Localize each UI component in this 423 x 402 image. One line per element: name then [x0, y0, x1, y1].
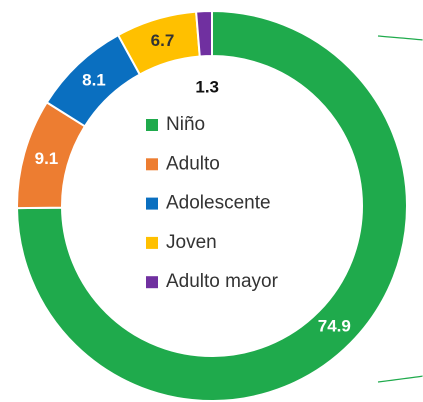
decor-line [377, 375, 423, 383]
data-label: 8.1 [82, 70, 106, 89]
legend-swatch [146, 236, 158, 249]
decor-line [377, 35, 423, 41]
donut-slice [195, 9, 213, 58]
data-label: 6.7 [151, 31, 175, 50]
legend-swatch [146, 119, 158, 131]
legend-swatch [146, 158, 158, 171]
legend-label: Adulto mayor [166, 271, 279, 292]
data-label: 1.3 [195, 78, 219, 97]
data-label: 9.1 [35, 149, 59, 168]
donut-slice [15, 9, 408, 402]
data-label: 74.9 [318, 316, 351, 335]
legend-label: Adolescente [166, 193, 271, 214]
legend-label: Niño [166, 114, 205, 135]
legend-swatch [146, 197, 158, 210]
legend-label: Joven [166, 232, 217, 253]
legend-label: Adulto [166, 153, 220, 174]
legend-swatch [146, 276, 158, 289]
